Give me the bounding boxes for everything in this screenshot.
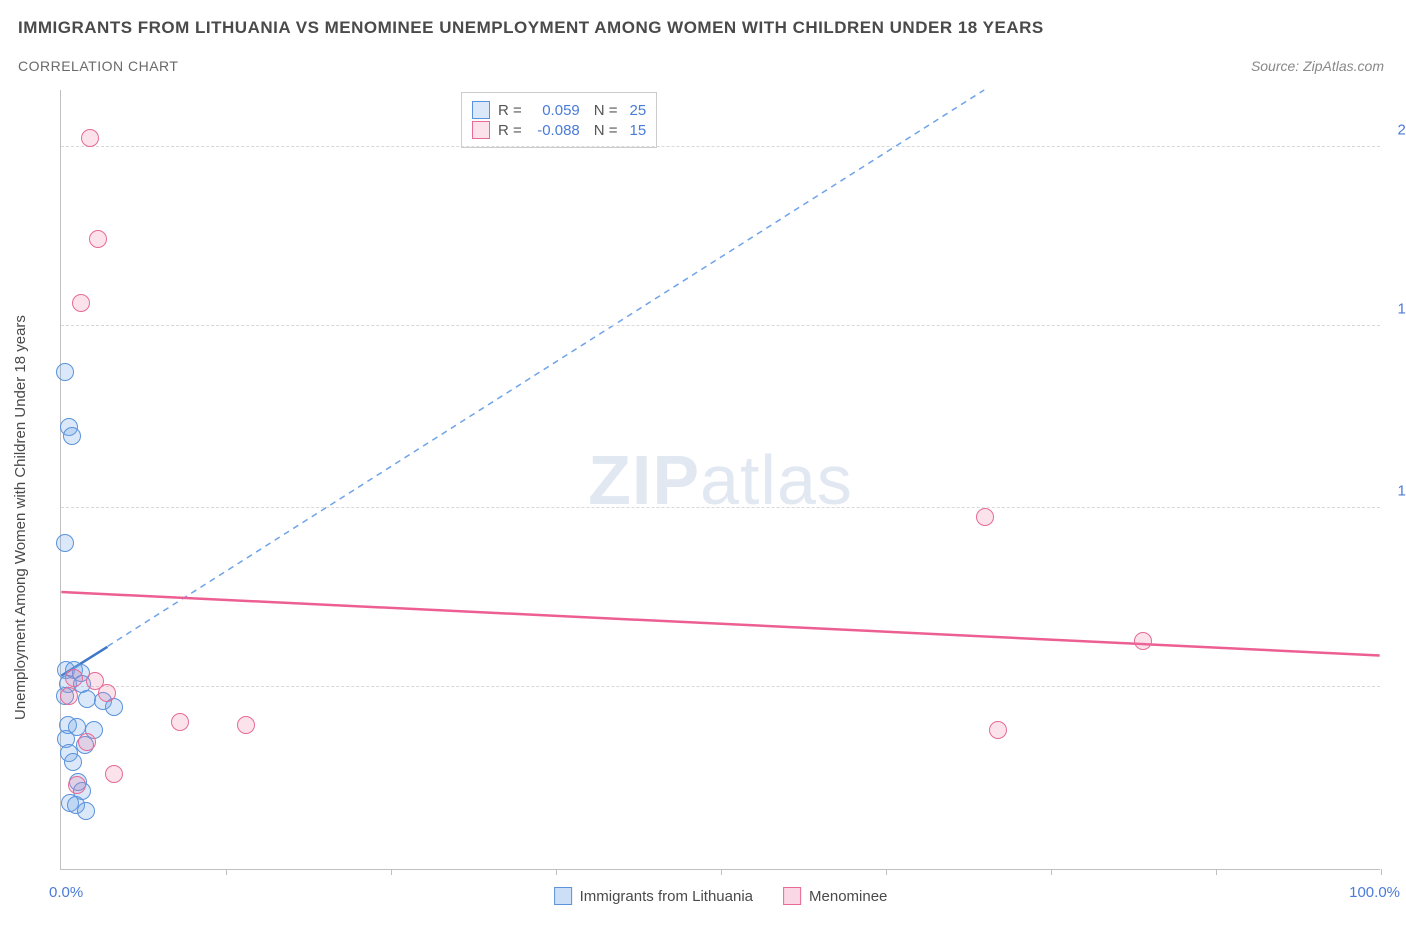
x-tick bbox=[226, 869, 227, 875]
y-tick-label: 25.0% bbox=[1397, 121, 1406, 138]
trend-line bbox=[61, 592, 1379, 655]
x-tick bbox=[721, 869, 722, 875]
scatter-point-series-1 bbox=[81, 129, 99, 147]
legend-swatch-1 bbox=[783, 887, 801, 905]
scatter-point-series-1 bbox=[72, 294, 90, 312]
y-axis-label: Unemployment Among Women with Children U… bbox=[12, 315, 29, 720]
x-axis-min-label: 0.0% bbox=[49, 884, 83, 901]
x-tick bbox=[556, 869, 557, 875]
stats-n-label: N = bbox=[594, 122, 618, 139]
gridline-h bbox=[61, 507, 1380, 508]
stats-swatch-series-0 bbox=[472, 101, 490, 119]
stats-r-value-0: 0.059 bbox=[530, 102, 580, 119]
trend-line bbox=[61, 90, 984, 676]
stats-row-series-1: R = -0.088 N = 15 bbox=[472, 121, 646, 139]
stats-r-value-1: -0.088 bbox=[530, 122, 580, 139]
bottom-legend: Immigrants from Lithuania Menominee bbox=[554, 887, 888, 905]
x-axis-max-label: 100.0% bbox=[1349, 884, 1400, 901]
legend-label-0: Immigrants from Lithuania bbox=[580, 888, 753, 905]
scatter-point-series-0 bbox=[63, 427, 81, 445]
scatter-point-series-1 bbox=[105, 765, 123, 783]
source-attribution: Source: ZipAtlas.com bbox=[1251, 58, 1384, 74]
scatter-point-series-0 bbox=[64, 753, 82, 771]
scatter-point-series-1 bbox=[68, 776, 86, 794]
chart-title: IMMIGRANTS FROM LITHUANIA VS MENOMINEE U… bbox=[18, 18, 1044, 38]
y-tick-label: 12.5% bbox=[1397, 482, 1406, 499]
scatter-point-series-0 bbox=[56, 534, 74, 552]
scatter-point-series-1 bbox=[1134, 632, 1152, 650]
stats-r-label: R = bbox=[498, 102, 522, 119]
scatter-point-series-1 bbox=[60, 687, 78, 705]
stats-n-value-1: 15 bbox=[630, 122, 647, 139]
stats-row-series-0: R = 0.059 N = 25 bbox=[472, 101, 646, 119]
scatter-point-series-1 bbox=[171, 713, 189, 731]
legend-item-0: Immigrants from Lithuania bbox=[554, 887, 753, 905]
x-tick bbox=[1051, 869, 1052, 875]
stats-n-label: N = bbox=[594, 102, 618, 119]
legend-item-1: Menominee bbox=[783, 887, 887, 905]
stats-r-label: R = bbox=[498, 122, 522, 139]
scatter-point-series-1 bbox=[989, 721, 1007, 739]
scatter-point-series-0 bbox=[56, 363, 74, 381]
legend-label-1: Menominee bbox=[809, 888, 887, 905]
gridline-h bbox=[61, 686, 1380, 687]
scatter-point-series-1 bbox=[78, 733, 96, 751]
scatter-point-series-1 bbox=[976, 508, 994, 526]
plot-area: ZIPatlas R = 0.059 N = 25 R = -0.088 N =… bbox=[60, 90, 1380, 870]
x-tick bbox=[1216, 869, 1217, 875]
y-tick-label: 18.8% bbox=[1397, 300, 1406, 317]
stats-box: R = 0.059 N = 25 R = -0.088 N = 15 bbox=[461, 92, 657, 148]
scatter-point-series-1 bbox=[237, 716, 255, 734]
x-tick bbox=[391, 869, 392, 875]
stats-n-value-0: 25 bbox=[630, 102, 647, 119]
chart-container: IMMIGRANTS FROM LITHUANIA VS MENOMINEE U… bbox=[0, 0, 1406, 930]
scatter-point-series-1 bbox=[89, 230, 107, 248]
trend-lines-svg bbox=[61, 90, 1380, 869]
gridline-h bbox=[61, 325, 1380, 326]
scatter-point-series-1 bbox=[65, 669, 83, 687]
scatter-point-series-0 bbox=[77, 802, 95, 820]
legend-swatch-0 bbox=[554, 887, 572, 905]
scatter-point-series-1 bbox=[86, 672, 104, 690]
stats-swatch-series-1 bbox=[472, 121, 490, 139]
x-tick bbox=[1381, 869, 1382, 875]
x-tick bbox=[886, 869, 887, 875]
chart-subtitle: CORRELATION CHART bbox=[18, 58, 178, 74]
gridline-h bbox=[61, 146, 1380, 147]
